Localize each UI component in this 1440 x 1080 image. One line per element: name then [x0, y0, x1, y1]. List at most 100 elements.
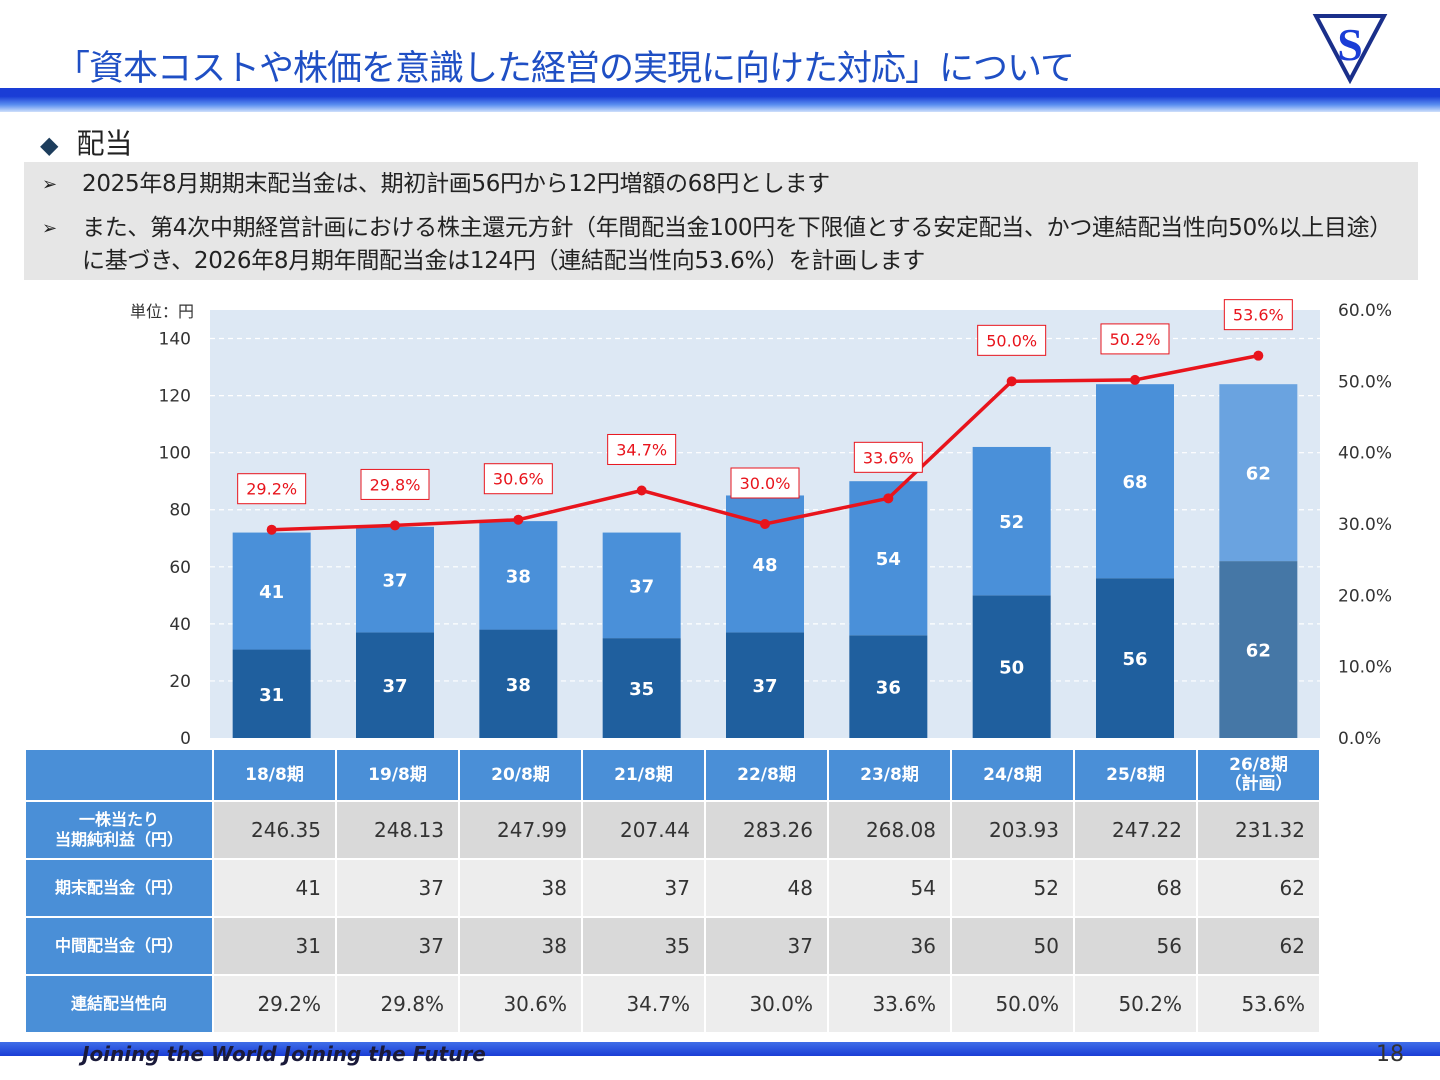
column-header: 20/8期 — [460, 750, 581, 802]
header-band — [0, 88, 1440, 112]
arrow-bullet-icon: ➢ — [42, 174, 58, 195]
table-cell: 50.2% — [1075, 976, 1196, 1034]
payout-ratio-label: 50.0% — [986, 331, 1037, 350]
y2-tick-label: 10.0% — [1338, 658, 1392, 678]
payout-ratio-label-box — [730, 467, 800, 499]
column-header: 24/8期 — [952, 750, 1073, 802]
column-header: 18/8期 — [214, 750, 335, 802]
notes-box: ➢ 2025年8月期期末配当金は、期初計画56円から12円増額の68円とします ➢… — [24, 162, 1418, 280]
table-row: 一株当たり 当期純利益（円） 246.35 248.13 247.99 207.44 283… — [26, 802, 1319, 860]
bar-value-label: 41 — [259, 582, 284, 603]
row-header: 中間配当金（円） — [26, 918, 212, 976]
table-cell: 283.26 — [706, 802, 827, 860]
table-cell: 37 — [337, 860, 458, 918]
bar-interim — [849, 635, 928, 738]
column-header: 23/8期 — [829, 750, 950, 802]
bar-interim — [972, 595, 1051, 738]
payout-ratio-label-box — [237, 473, 307, 505]
section-heading-text: 配当 — [76, 127, 133, 160]
bar-value-label: 37 — [752, 676, 777, 697]
payout-ratio-label-box — [1100, 323, 1170, 355]
bar-value-label: 36 — [876, 678, 901, 699]
bar-yearend — [972, 446, 1051, 596]
table-cell: 41 — [214, 860, 335, 918]
payout-ratio-point — [1006, 376, 1017, 387]
bar-value-label: 37 — [629, 576, 654, 597]
payout-ratio-label-box — [1223, 299, 1293, 331]
bar-yearend — [1096, 384, 1174, 579]
table-corner-cell — [26, 750, 212, 802]
payout-ratio-point — [883, 493, 894, 504]
bar-value-label: 37 — [382, 571, 407, 592]
column-header: 19/8期 — [337, 750, 458, 802]
bar-interim — [1096, 578, 1174, 738]
y-tick-label: 40 — [169, 615, 191, 635]
table-cell: 207.44 — [583, 802, 704, 860]
payout-ratio-point — [1130, 374, 1140, 385]
row-header: 一株当たり 当期純利益（円） — [26, 802, 212, 860]
bar-value-label: 37 — [382, 676, 407, 697]
table-cell: 48 — [706, 860, 827, 918]
table-cell: 29.8% — [337, 976, 458, 1034]
payout-ratio-label-box — [483, 463, 553, 495]
bar-yearend — [602, 532, 681, 639]
bar-value-label: 38 — [506, 675, 531, 696]
table-cell: 34.7% — [583, 976, 704, 1034]
y2-tick-label: 50.0% — [1338, 372, 1392, 392]
footer: Joining the World Joining the Future 18 — [0, 1040, 1440, 1080]
payout-ratio-point — [636, 485, 647, 496]
payout-ratio-label-box — [360, 468, 430, 500]
page-number: 18 — [1376, 1042, 1404, 1067]
y-tick-label: 60 — [169, 558, 191, 578]
column-header: 21/8期 — [583, 750, 704, 802]
table-cell: 50 — [952, 918, 1073, 976]
bar-value-label: 50 — [999, 658, 1024, 679]
y-tick-label: 140 — [159, 330, 191, 350]
table-cell: 30.0% — [706, 976, 827, 1034]
y2-tick-label: 60.0% — [1338, 301, 1392, 321]
column-header: 26/8期 （計画） — [1198, 750, 1319, 802]
bar-interim — [726, 632, 804, 738]
bar-value-label: 52 — [999, 512, 1024, 533]
page-title: 「資本コストや株価を意識した経営の実現に向けた対応」について — [55, 49, 1075, 89]
dividend-chart: 0 20 40 60 80 100 120 140 0.0% 10.0% 20.0% 30.0% 40.… — [159, 299, 1392, 749]
table-cell: 38 — [460, 918, 581, 976]
table-cell: 35 — [583, 918, 704, 976]
bar-value-label: 54 — [876, 549, 901, 570]
payout-ratio-point — [760, 519, 770, 529]
table-cell: 37 — [583, 860, 704, 918]
y2-tick-label: 20.0% — [1338, 586, 1392, 606]
note-item: ➢ 2025年8月期期末配当金は、期初計画56円から12円増額の68円とします — [42, 168, 1402, 201]
payout-ratio-label: 33.6% — [863, 448, 914, 467]
table-cell: 29.2% — [214, 976, 335, 1034]
y2-tick-label: 30.0% — [1338, 515, 1392, 535]
arrow-bullet-icon: ➢ — [42, 218, 58, 239]
y-tick-label: 100 — [159, 444, 191, 464]
y2-tick-label: 0.0% — [1338, 729, 1381, 749]
payout-ratio-label-box — [607, 433, 677, 465]
bar-value-label: 68 — [1122, 472, 1147, 493]
bar-value-label: 35 — [629, 679, 654, 700]
row-header: 連結配当性向 — [26, 976, 212, 1034]
bar-value-label: 62 — [1246, 641, 1271, 662]
y-tick-label: 120 — [159, 387, 191, 407]
row-header: 期末配当金（円） — [26, 860, 212, 918]
bar-yearend — [1219, 384, 1298, 562]
table-cell: 248.13 — [337, 802, 458, 860]
table-cell: 30.6% — [460, 976, 581, 1034]
note-text: また、第4次中期経営計画における株主還元方針（年間配当金100円を下限値とする安… — [82, 215, 1392, 274]
bar-value-label: 31 — [259, 685, 284, 706]
y-tick-label: 80 — [169, 501, 191, 521]
table-cell: 33.6% — [829, 976, 950, 1034]
logo-letter: S — [1337, 19, 1363, 70]
payout-ratio-point — [266, 524, 277, 535]
note-item: ➢ また、第4次中期経営計画における株主還元方針（年間配当金100円を下限値とする… — [42, 212, 1402, 278]
table-cell: 31 — [214, 918, 335, 976]
bar-value-label: 56 — [1122, 649, 1147, 670]
table-cell: 62 — [1198, 918, 1319, 976]
unit-label: 単位：円 — [130, 302, 195, 321]
bar-interim — [356, 632, 434, 738]
bar-interim — [232, 649, 311, 738]
bar-yearend — [356, 526, 434, 633]
payout-ratio-point — [390, 520, 400, 531]
